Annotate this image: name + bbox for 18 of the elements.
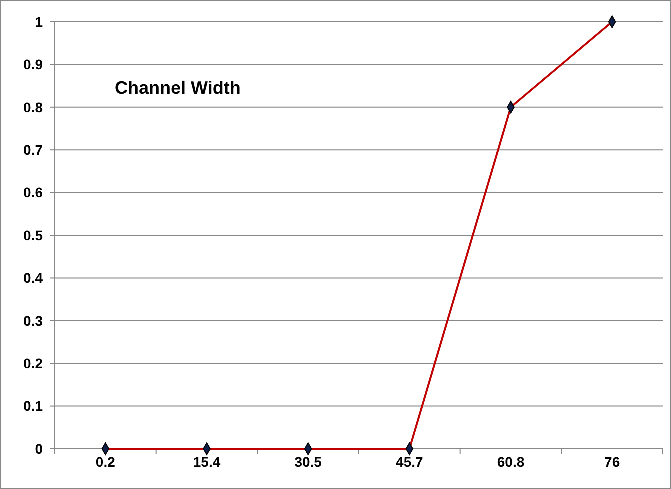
y-tick-label: 0.9 (24, 56, 44, 73)
y-tick-label: 0.2 (24, 356, 44, 372)
y-tick-label: 0.4 (24, 270, 44, 286)
y-tick-label: 0.6 (24, 184, 44, 201)
y-tick-label: 0.8 (24, 99, 44, 116)
x-tick-label: 0.2 (96, 454, 116, 470)
y-tick-label: 0.5 (24, 227, 44, 244)
text: Channel Width (115, 78, 241, 98)
y-tick-label: 1 (35, 14, 44, 30)
x-tick-label: 76 (604, 454, 620, 470)
y-tick-label: 0.3 (24, 312, 44, 329)
y-tick-label: 0.1 (24, 398, 44, 414)
x-tick-label: 15.4 (193, 454, 221, 470)
x-tick-label: 60.8 (497, 454, 525, 470)
y-tick-label: 0.7 (24, 142, 44, 158)
y-tick-label: 0 (35, 440, 44, 457)
x-tick-label: 30.5 (294, 454, 322, 470)
x-tick-label: 45.7 (396, 454, 424, 470)
